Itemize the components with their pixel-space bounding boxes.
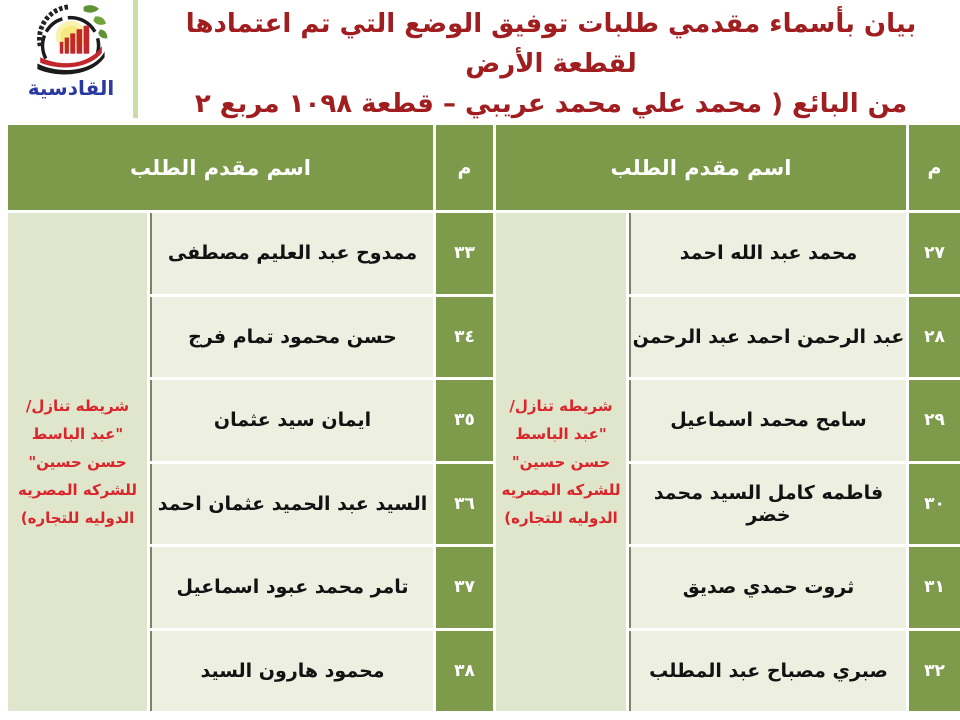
name-cell: تامر محمد عبود اسماعيل <box>150 547 433 628</box>
city-emblem-icon <box>37 4 108 75</box>
note-line: حسن حسين" <box>511 453 611 471</box>
num-cell: ٢٧ <box>909 213 960 294</box>
note-line: شريطه تنازل/ <box>509 397 613 415</box>
note-line: الدوليه للتجاره) <box>504 509 618 527</box>
note-cell-right: شريطه تنازل/ "عبد الباسط حسن حسين" للشرك… <box>496 213 626 711</box>
name-cell: محمود هارون السيد <box>150 630 433 711</box>
num-cell: ٣٥ <box>436 380 493 461</box>
name-cell: ممدوح عبد العليم مصطفى <box>150 213 433 294</box>
column-header-num-left: م <box>436 125 493 210</box>
num-cell: ٣٢ <box>909 630 960 711</box>
name-cell: صبري مصباح عبد المطلب <box>629 630 906 711</box>
name-cell: ثروت حمدي صديق <box>629 547 906 628</box>
num-cell: ٣٤ <box>436 296 493 377</box>
title-line-1: بيان بأسماء مقدمي طلبات توفيق الوضع التي… <box>185 9 917 79</box>
applicants-table: اسم مقدم الطلب م اسم مقدم الطلب م شريطه … <box>8 125 960 711</box>
city-logo: القادسية <box>10 2 132 122</box>
column-header-name-left: اسم مقدم الطلب <box>8 125 433 210</box>
note-line: للشركه المصريه <box>17 481 138 499</box>
num-cell: ٣١ <box>909 547 960 628</box>
num-cell: ٢٩ <box>909 380 960 461</box>
num-cell: ٣٣ <box>436 213 493 294</box>
name-cell: السيد عبد الحميد عثمان احمد <box>150 463 433 544</box>
page-header: القادسية بيان بأسماء مقدمي طلبات توفيق ا… <box>0 0 960 199</box>
name-cell: حسن محمود تمام فرج <box>150 296 433 377</box>
name-cell: ايمان سيد عثمان <box>150 380 433 461</box>
note-line: حسن حسين" <box>28 453 127 471</box>
note-line: "عبد الباسط <box>515 425 607 443</box>
num-cell: ٣٧ <box>436 547 493 628</box>
column-header-name-right: اسم مقدم الطلب <box>496 125 906 210</box>
note-line: للشركه المصريه <box>501 481 621 499</box>
num-cell: ٣٦ <box>436 463 493 544</box>
column-header-num-right: م <box>909 125 960 210</box>
note-cell-left: شريطه تنازل/ "عبد الباسط حسن حسين" للشرك… <box>8 213 147 711</box>
name-cell: فاطمه كامل السيد محمد خضر <box>629 463 906 544</box>
note-line: "عبد الباسط <box>31 425 124 443</box>
name-cell: محمد عبد الله احمد <box>629 213 906 294</box>
num-cell: ٣٠ <box>909 463 960 544</box>
note-line: الدوليه للتجاره) <box>20 509 135 527</box>
note-line: شريطه تنازل/ <box>25 397 130 415</box>
num-cell: ٣٨ <box>436 630 493 711</box>
logo-caption: القادسية <box>27 76 115 100</box>
num-cell: ٢٨ <box>909 296 960 377</box>
name-cell: سامح محمد اسماعيل <box>629 380 906 461</box>
logo-divider-strip <box>133 0 138 118</box>
name-cell: عبد الرحمن احمد عبد الرحمن <box>629 296 906 377</box>
